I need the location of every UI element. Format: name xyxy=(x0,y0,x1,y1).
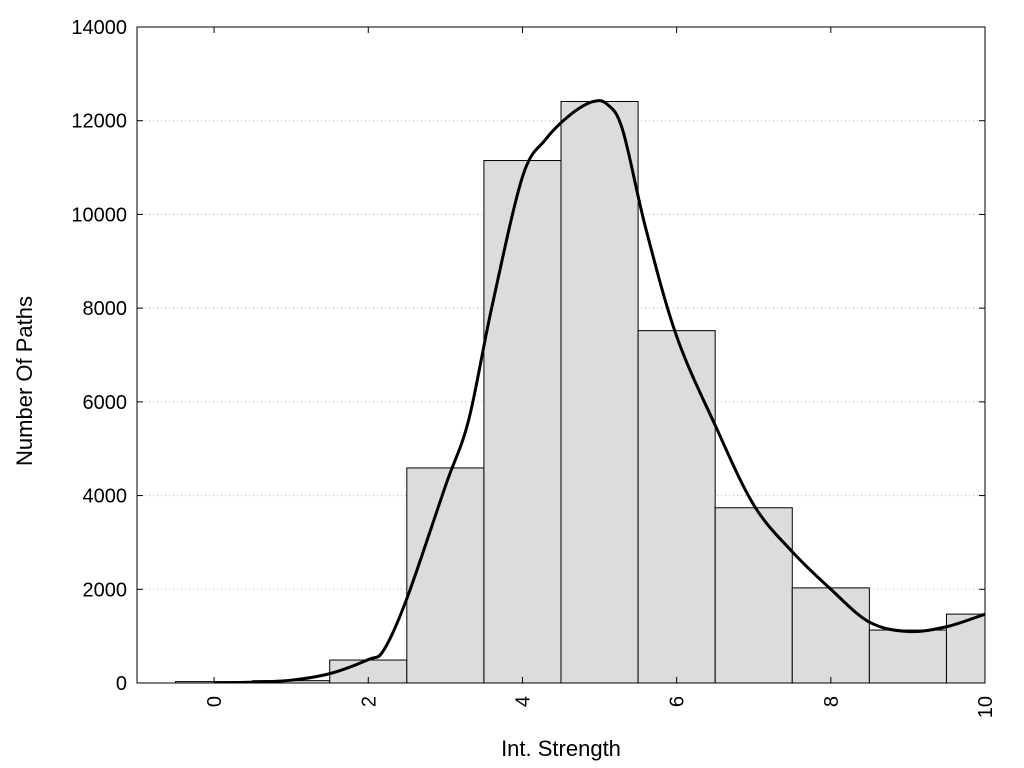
y-tick-label: 8000 xyxy=(83,298,128,320)
y-tick-label: 14000 xyxy=(71,17,127,39)
y-tick-label: 0 xyxy=(116,673,127,695)
x-tick-label: 10 xyxy=(975,696,997,718)
bar xyxy=(637,330,716,683)
y-tick-label: 12000 xyxy=(71,111,127,133)
y-tick-label: 10000 xyxy=(71,204,127,226)
y-tick-label: 4000 xyxy=(83,486,128,508)
y-tick-label: 6000 xyxy=(83,392,128,414)
y-axis-title: Number Of Paths xyxy=(12,296,37,466)
x-tick-label: 0 xyxy=(204,696,226,707)
axis-ticks: 0 2000 4000 6000 8000 10000 12000 14000 0 2 4 6 8 10 xyxy=(71,17,997,718)
x-tick-label: 4 xyxy=(512,696,534,707)
bar xyxy=(406,467,485,683)
bar xyxy=(868,629,947,683)
bar xyxy=(791,587,870,683)
bar xyxy=(483,160,562,683)
bars xyxy=(175,101,985,683)
x-axis-title: Int. Strength xyxy=(501,736,621,761)
x-tick-label: 2 xyxy=(358,696,380,707)
curve-line xyxy=(214,99,985,683)
plot-frame xyxy=(136,26,986,684)
y-tick-label: 2000 xyxy=(83,579,128,601)
density-curve xyxy=(214,99,985,683)
bar xyxy=(560,101,639,683)
bar xyxy=(714,507,793,683)
x-tick-label: 6 xyxy=(667,696,689,707)
x-tick-label: 8 xyxy=(821,696,843,707)
